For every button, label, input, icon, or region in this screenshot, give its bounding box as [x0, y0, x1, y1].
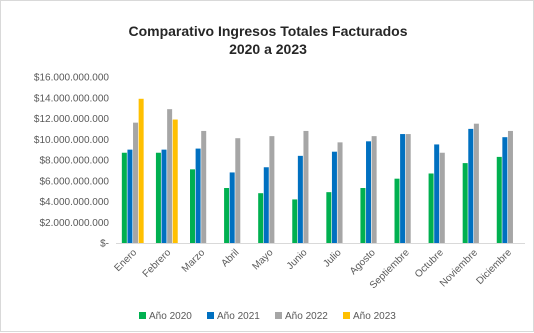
bar-año-2022-marzo	[201, 130, 207, 243]
chart-title-line-2: 2020 a 2023	[229, 41, 307, 57]
bar-año-2020-marzo	[190, 169, 196, 243]
bar-año-2022-agosto	[371, 136, 377, 243]
y-tick-label: $10.000.000.000	[34, 135, 110, 146]
y-axis: $16.000.000.000 $14.000.000.000 $12.000.00…	[34, 73, 110, 250]
bar-año-2022-febrero	[167, 109, 173, 243]
chart-title-line-1: Comparativo Ingresos Totales Facturados	[128, 23, 407, 39]
bar-año-2022-diciembre	[507, 130, 513, 243]
bar-año-2022-mayo	[269, 136, 275, 243]
x-tick-label: Enero	[113, 247, 140, 274]
y-tick-label: $-	[100, 239, 109, 250]
bar-año-2021-diciembre	[502, 137, 508, 243]
bar-año-2020-julio	[326, 192, 332, 243]
bar-año-2021-mayo	[263, 167, 269, 243]
bar-año-2020-febrero	[155, 152, 161, 243]
bar-año-2020-octubre	[428, 173, 434, 243]
x-axis: Enero Febrero Marzo Abril Mayo Junio Julio Agos…	[113, 243, 525, 291]
bar-año-2022-abril	[235, 138, 241, 243]
bar-año-2022-noviembre	[473, 123, 479, 243]
bar-año-2023-enero	[138, 98, 144, 243]
bar-año-2022-junio	[303, 130, 309, 243]
bar-año-2021-febrero	[161, 149, 167, 244]
bar-año-2020-abril	[224, 188, 230, 243]
x-tick-label: Mayo	[250, 247, 275, 272]
bar-año-2020-diciembre	[496, 156, 502, 243]
bar-año-2021-abril	[229, 172, 235, 243]
x-tick-label: Diciembre	[474, 247, 514, 287]
legend-swatch	[275, 312, 282, 319]
legend-label: Año 2023	[353, 311, 396, 322]
bar-año-2022-septiembre	[405, 134, 411, 243]
bar-año-2021-marzo	[195, 148, 201, 243]
bar-año-2021-agosto	[366, 141, 372, 243]
bar-año-2021-enero	[127, 149, 133, 244]
legend: Año 2020 Año 2021 Año 2022 Año 2023	[139, 311, 396, 322]
bar-año-2020-junio	[292, 199, 298, 243]
legend-item: Año 2020	[139, 311, 192, 322]
legend-label: Año 2021	[217, 311, 260, 322]
bar-año-2021-junio	[297, 155, 303, 243]
legend-swatch	[139, 312, 146, 319]
legend-item: Año 2022	[275, 311, 328, 322]
x-tick-label: Octubre	[413, 247, 446, 280]
bar-año-2020-mayo	[258, 193, 264, 243]
y-tick-label: $14.000.000.000	[34, 93, 110, 104]
bar-año-2022-octubre	[439, 152, 445, 243]
bar-año-2022-enero	[133, 122, 139, 243]
legend-swatch	[207, 312, 214, 319]
x-tick-label: Julio	[321, 247, 344, 270]
x-tick-label: Febrero	[141, 247, 174, 280]
bar-año-2021-julio	[331, 151, 337, 243]
x-tick-label: Junio	[285, 247, 310, 272]
x-tick-label: Agosto	[348, 247, 378, 277]
legend-swatch	[343, 312, 350, 319]
y-tick-label: $2.000.000.000	[39, 218, 109, 229]
bar-año-2022-julio	[337, 142, 343, 243]
bar-año-2020-noviembre	[462, 163, 468, 243]
legend-item: Año 2023	[343, 311, 396, 322]
x-tick-label: Marzo	[180, 247, 208, 275]
chart-title: Comparativo Ingresos Totales Facturados …	[128, 23, 407, 57]
bar-año-2021-octubre	[434, 144, 440, 243]
y-tick-label: $4.000.000.000	[39, 197, 109, 208]
bar-año-2021-noviembre	[468, 128, 474, 244]
legend-label: Año 2020	[149, 311, 192, 322]
bar-año-2021-septiembre	[400, 134, 406, 243]
legend-label: Año 2022	[285, 311, 328, 322]
x-tick-label: Abril	[219, 247, 241, 269]
y-tick-label: $16.000.000.000	[34, 73, 110, 84]
bar-año-2020-enero	[121, 152, 127, 243]
x-tick-label: Noviembre	[438, 247, 480, 289]
bars	[121, 98, 513, 244]
bar-año-2023-febrero	[172, 119, 178, 243]
legend-item: Año 2021	[207, 311, 260, 322]
bar-año-2020-septiembre	[394, 178, 400, 243]
y-tick-label: $8.000.000.000	[39, 156, 109, 167]
y-tick-label: $12.000.000.000	[34, 114, 110, 125]
y-tick-label: $6.000.000.000	[39, 176, 109, 187]
bar-año-2020-agosto	[360, 188, 366, 243]
